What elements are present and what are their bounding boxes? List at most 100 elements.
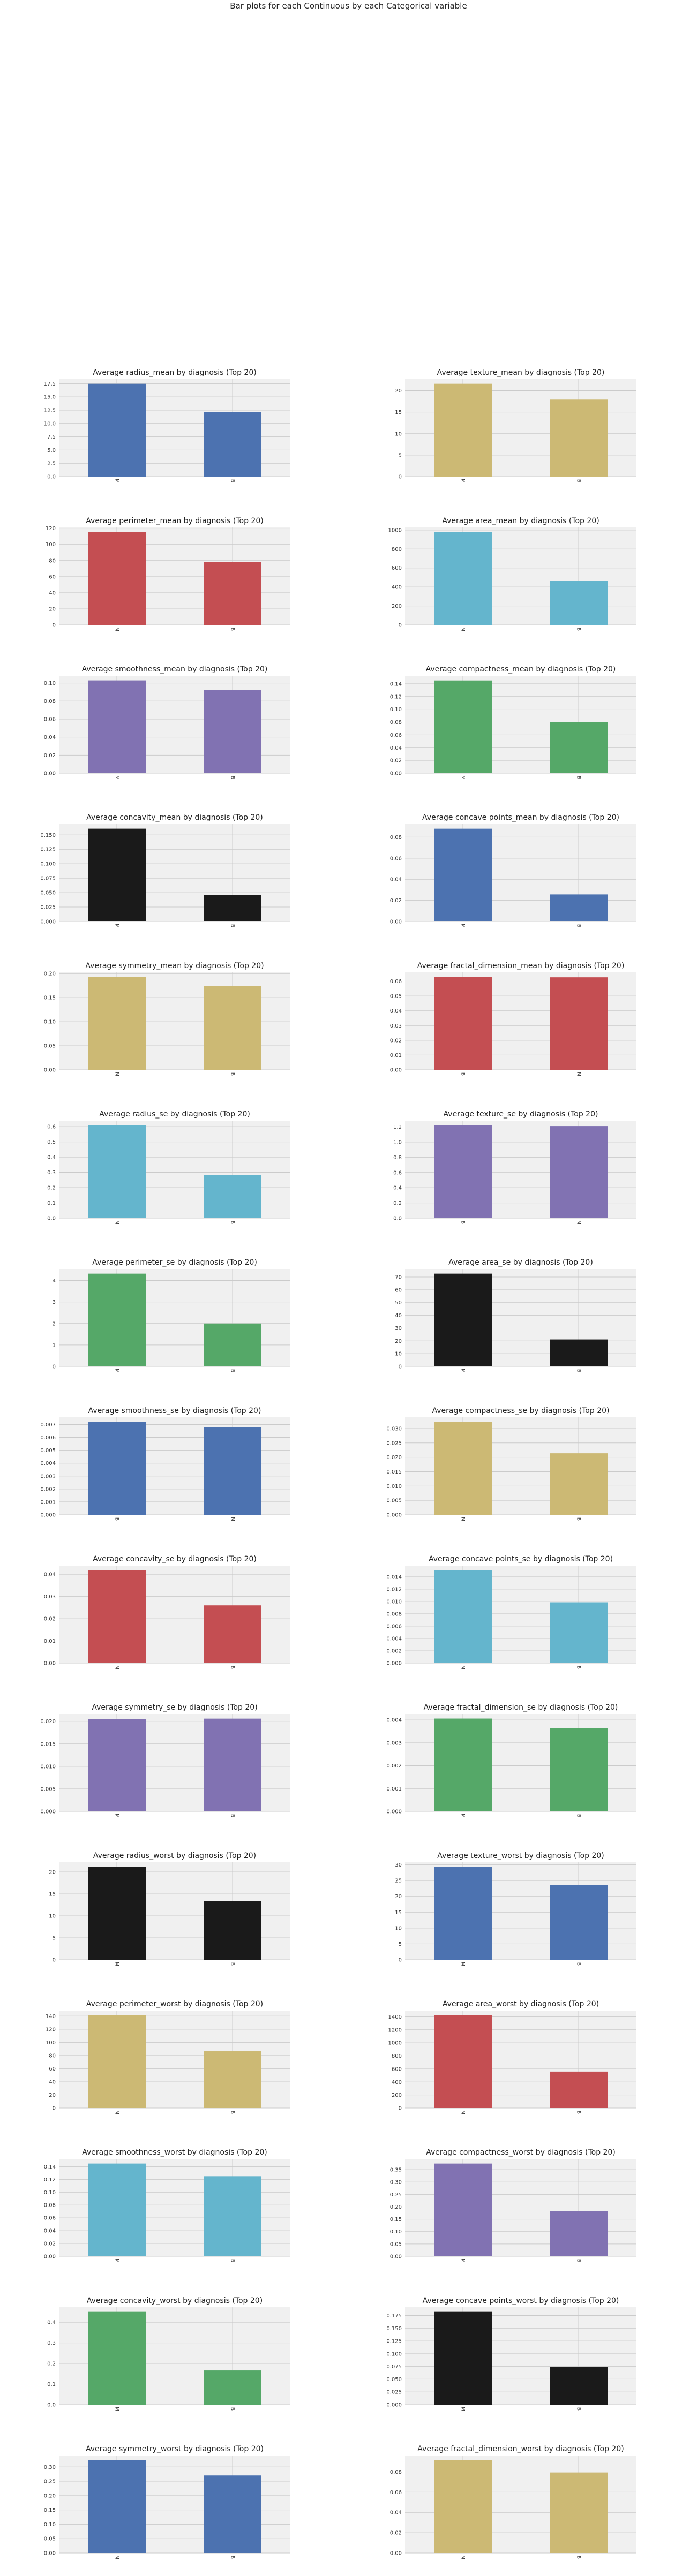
x-tick-label: B bbox=[230, 2407, 235, 2411]
y-tick-label: 0.30 bbox=[44, 2465, 56, 2471]
y-tick-label: 0.005 bbox=[386, 1498, 402, 1504]
bar-B bbox=[550, 2367, 608, 2405]
y-tick-label: 0.04 bbox=[390, 877, 402, 883]
y-tick-label: 120 bbox=[46, 526, 56, 532]
x-tick-label: M bbox=[114, 1814, 119, 1818]
chart-title: Average fractal_dimension_worst by diagn… bbox=[417, 2445, 624, 2453]
y-tick-label: 0.02 bbox=[44, 2241, 56, 2247]
x-tick-label: B bbox=[576, 1369, 581, 1372]
x-tick-label: B bbox=[576, 2407, 581, 2411]
chart-title: Average area_se by diagnosis (Top 20) bbox=[448, 1258, 593, 1267]
bar-M bbox=[88, 1867, 146, 1960]
bar-M bbox=[88, 2460, 146, 2553]
y-tick-label: 0.30 bbox=[390, 2180, 402, 2186]
y-tick-label: 0.10 bbox=[44, 681, 56, 686]
x-tick-label: M bbox=[460, 775, 466, 780]
x-tick-label: M bbox=[114, 775, 119, 780]
x-tick-label: B bbox=[230, 1814, 235, 1817]
x-tick-label: M bbox=[576, 1072, 581, 1076]
y-tick-label: 0.02 bbox=[390, 1038, 402, 1044]
x-tick-label: B bbox=[576, 1962, 581, 1966]
bar-M bbox=[434, 1867, 492, 1960]
chart-title: Average smoothness_se by diagnosis (Top … bbox=[88, 1407, 261, 1415]
bar-M bbox=[88, 1719, 146, 1811]
y-tick-label: 0.1 bbox=[47, 2382, 56, 2388]
y-tick-label: 200 bbox=[392, 603, 402, 609]
x-tick-label: B bbox=[230, 1221, 235, 1224]
y-tick-label: 0.000 bbox=[386, 1809, 402, 1815]
y-tick-label: 0.050 bbox=[40, 890, 56, 896]
y-tick-label: 1.0 bbox=[393, 1139, 402, 1145]
y-tick-label: 0.150 bbox=[386, 2326, 402, 2332]
y-tick-label: 0.008 bbox=[386, 1611, 402, 1617]
y-tick-label: 0.010 bbox=[386, 1599, 402, 1605]
y-tick-label: 0.04 bbox=[390, 1008, 402, 1014]
y-tick-label: 0.10 bbox=[44, 1019, 56, 1025]
x-tick-label: B bbox=[230, 1369, 235, 1372]
y-tick-label: 1000 bbox=[388, 527, 402, 533]
x-tick-label: B bbox=[576, 924, 581, 927]
y-tick-label: 800 bbox=[392, 2053, 402, 2059]
y-tick-label: 0.01 bbox=[44, 1638, 56, 1644]
y-tick-label: 0.10 bbox=[44, 2190, 56, 2196]
y-tick-label: 40 bbox=[395, 1313, 402, 1319]
x-tick-label: B bbox=[230, 2259, 235, 2262]
y-tick-label: 0.006 bbox=[40, 1435, 56, 1441]
y-tick-label: 10 bbox=[395, 1351, 402, 1357]
y-tick-label: 60 bbox=[49, 574, 56, 580]
x-tick-label: B bbox=[576, 2111, 581, 2114]
chart-title: Average concave points_se by diagnosis (… bbox=[429, 1555, 613, 1563]
y-tick-label: 0.000 bbox=[40, 919, 56, 925]
x-tick-label: M bbox=[114, 479, 119, 483]
bar-M bbox=[88, 680, 146, 773]
bar-M bbox=[204, 1427, 261, 1515]
y-tick-label: 0.08 bbox=[44, 699, 56, 705]
y-tick-label: 20 bbox=[49, 606, 56, 612]
x-tick-label: B bbox=[230, 628, 235, 631]
y-tick-label: 0.14 bbox=[44, 2164, 56, 2170]
y-tick-label: 60 bbox=[395, 1287, 402, 1293]
x-tick-label: B bbox=[576, 1517, 581, 1521]
bar-B bbox=[550, 1728, 608, 1811]
bar-M bbox=[434, 1422, 492, 1515]
bar-B bbox=[204, 1901, 261, 1960]
y-tick-label: 7.5 bbox=[47, 434, 56, 440]
y-tick-label: 0.4 bbox=[47, 2320, 56, 2326]
x-tick-label: M bbox=[114, 2110, 119, 2114]
y-tick-label: 0.0 bbox=[393, 1216, 402, 1222]
y-tick-label: 100 bbox=[46, 542, 56, 548]
y-tick-label: 0.007 bbox=[40, 1422, 56, 1428]
bar-B bbox=[550, 1602, 608, 1663]
x-tick-label: B bbox=[230, 1072, 235, 1076]
y-tick-label: 0.5 bbox=[47, 1139, 56, 1145]
x-tick-label: B bbox=[230, 776, 235, 779]
y-tick-label: 0.000 bbox=[386, 1661, 402, 1667]
bar-M bbox=[434, 383, 492, 477]
chart-title: Average concave points_worst by diagnosi… bbox=[423, 2297, 619, 2305]
x-tick-label: B bbox=[576, 2259, 581, 2262]
y-tick-label: 0.00 bbox=[44, 2254, 56, 2260]
y-tick-label: 0.04 bbox=[44, 735, 56, 741]
y-tick-label: 0.12 bbox=[44, 2177, 56, 2183]
y-tick-label: 400 bbox=[392, 2080, 402, 2086]
y-tick-label: 20 bbox=[395, 1894, 402, 1900]
y-tick-label: 0 bbox=[399, 1958, 402, 1963]
y-tick-label: 0.100 bbox=[40, 862, 56, 867]
y-tick-label: 0 bbox=[53, 2106, 56, 2112]
y-tick-label: 0.00 bbox=[44, 2551, 56, 2557]
bar-M bbox=[88, 977, 146, 1070]
y-tick-label: 15 bbox=[395, 1910, 402, 1916]
x-tick-label: M bbox=[460, 2110, 466, 2114]
x-tick-label: B bbox=[576, 776, 581, 779]
y-tick-label: 30 bbox=[395, 1326, 402, 1332]
y-tick-label: 0.010 bbox=[386, 1484, 402, 1490]
y-tick-label: 0.12 bbox=[390, 694, 402, 700]
bar-M bbox=[434, 2163, 492, 2256]
y-tick-label: 0.04 bbox=[390, 2510, 402, 2516]
x-tick-label: M bbox=[114, 627, 119, 631]
chart-title: Average concavity_se by diagnosis (Top 2… bbox=[93, 1555, 257, 1563]
x-tick-label: B bbox=[230, 2111, 235, 2114]
bar-B bbox=[550, 1339, 608, 1366]
bar-B bbox=[204, 2051, 261, 2108]
y-tick-label: 0.08 bbox=[44, 2203, 56, 2209]
